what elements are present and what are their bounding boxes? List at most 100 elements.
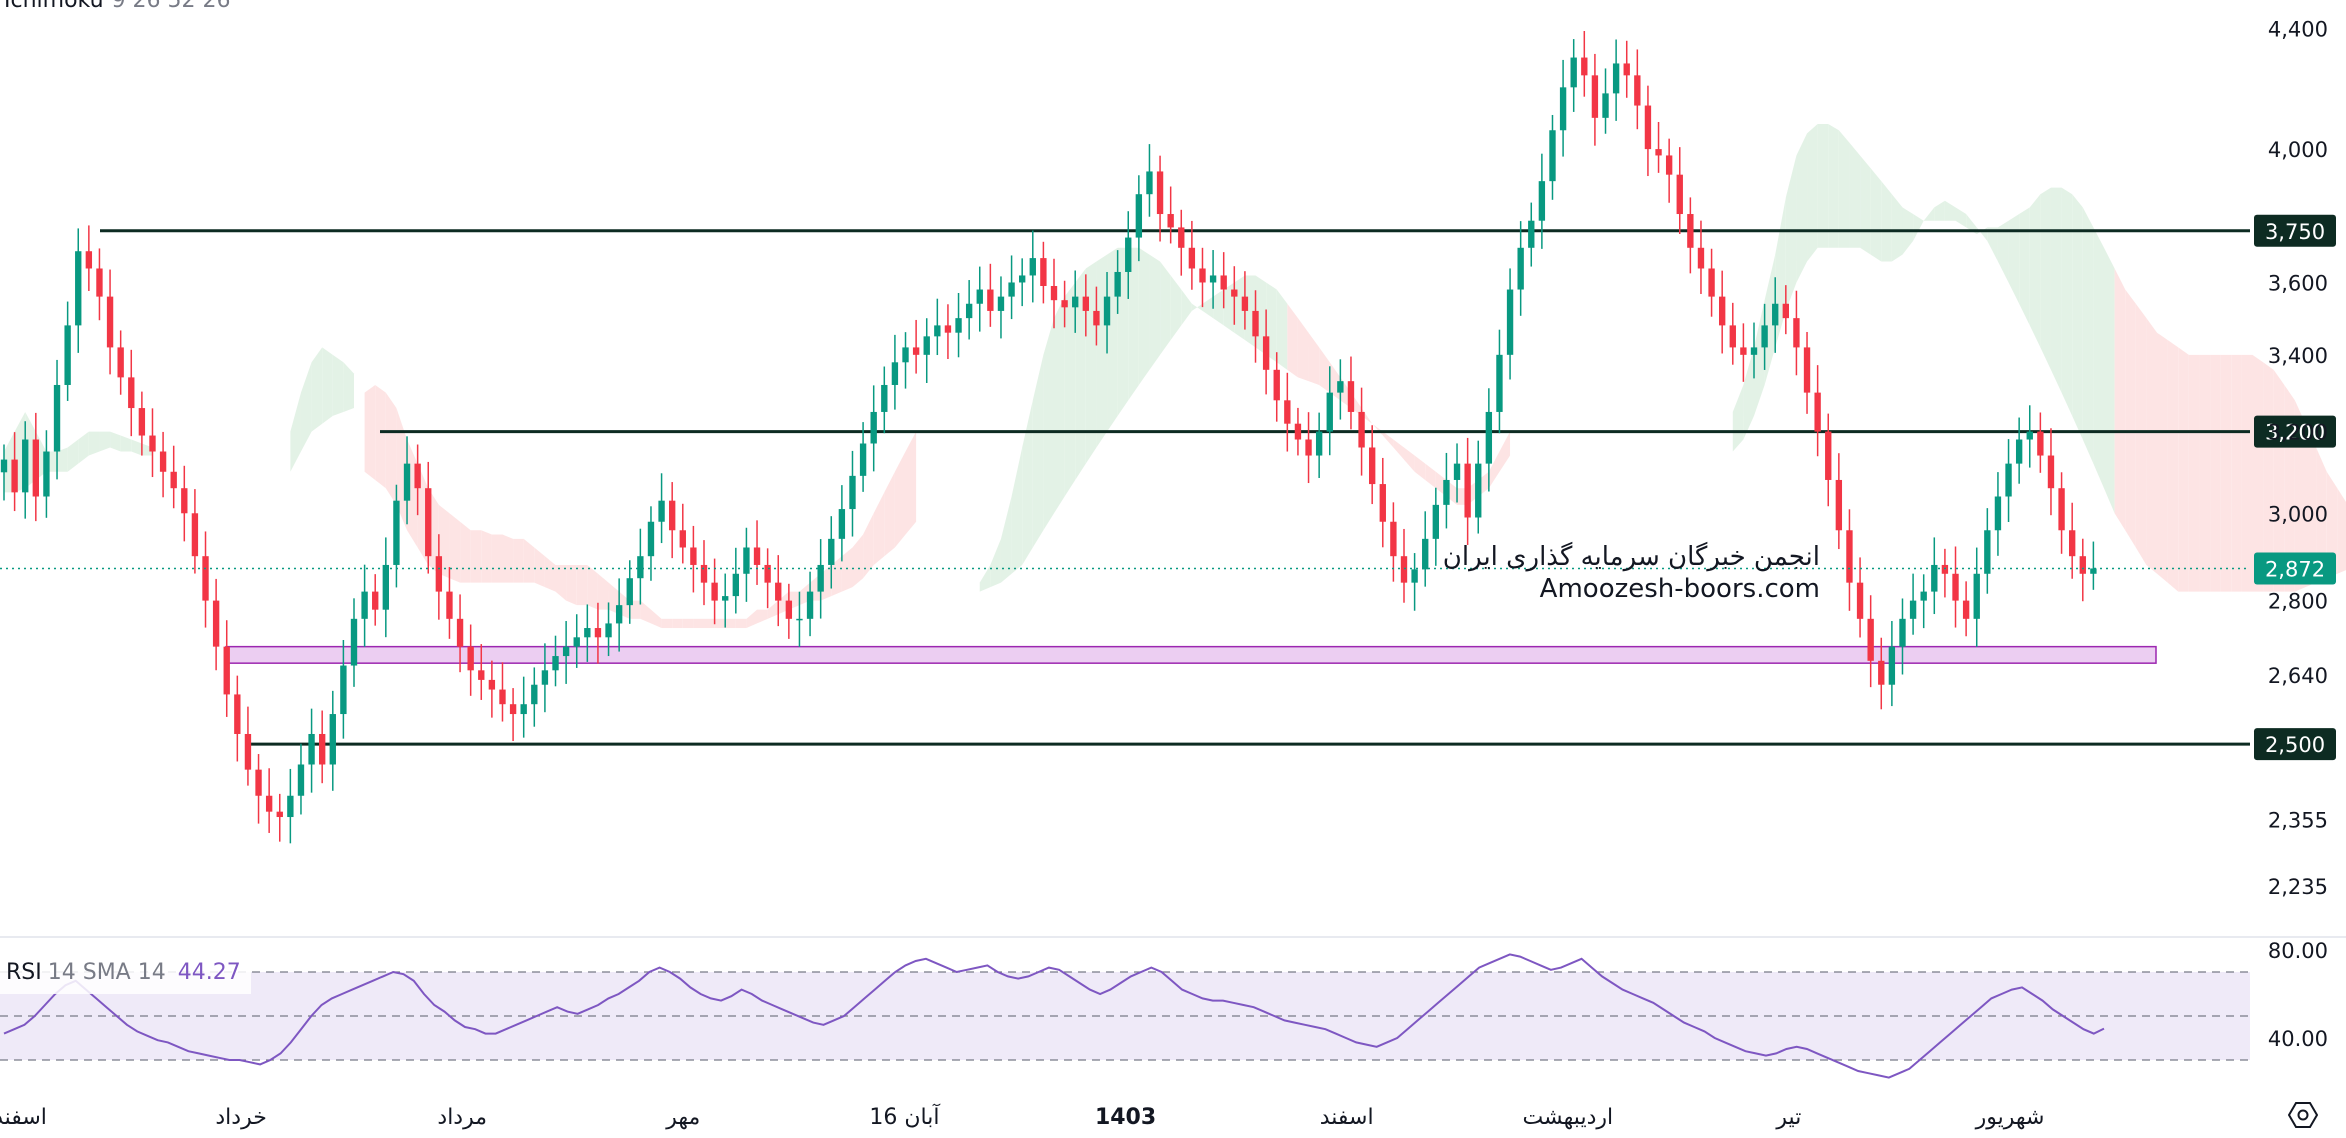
cloud-segment xyxy=(1913,214,1924,241)
watermark-persian: انجمن خبرگان سرمایه گذاری ایران xyxy=(1442,542,1820,572)
candle-body xyxy=(1093,310,1100,326)
candle-body xyxy=(923,336,930,355)
time-tick-label: اردیبهشت xyxy=(1522,1105,1613,1130)
rsi-line xyxy=(3,953,2105,1079)
cloud-segment xyxy=(1149,254,1161,370)
cloud-segment xyxy=(513,538,524,583)
cloud-segment xyxy=(1425,463,1436,489)
time-tick-label: مرداد xyxy=(437,1105,487,1130)
candle-body xyxy=(1814,392,1821,432)
price-tick-label: 4,400 xyxy=(2268,17,2328,41)
cloud-segment xyxy=(470,530,482,583)
cloud-segment xyxy=(1966,214,1977,235)
cloud-segment xyxy=(2167,340,2179,592)
candle-body xyxy=(1772,303,1779,326)
price-axis[interactable]: 4,400 4,000 3,600 3,400 3,200 3,000 2,800 2,640… xyxy=(0,17,2346,938)
level-lines[interactable]: 3,750 3,200 2,500 xyxy=(100,214,2336,761)
candle-body xyxy=(1072,296,1079,308)
cloud-segment xyxy=(566,564,577,606)
rsi-pane[interactable]: 80.00 40.00 xyxy=(0,939,2328,1079)
ichimoku-legend[interactable]: Ichimoku 9 26 52 26 xyxy=(4,0,231,13)
cloud-segment xyxy=(343,362,354,412)
candle-body xyxy=(1825,431,1832,480)
level-badge xyxy=(2254,728,2336,761)
candle-body xyxy=(1655,149,1662,156)
cloud-segment xyxy=(672,618,683,629)
cloud-segment xyxy=(629,600,641,619)
candle-body xyxy=(647,521,655,557)
cloud-segment xyxy=(2029,194,2041,348)
cloud-segment xyxy=(1796,133,1808,283)
candle-body xyxy=(1517,247,1524,290)
cloud-segment xyxy=(1308,332,1320,385)
cloud-segment xyxy=(693,618,704,629)
candle-body xyxy=(1782,303,1789,319)
candle-body xyxy=(594,628,602,638)
ichimoku-legend-name: Ichimoku xyxy=(4,0,104,13)
cloud-segment xyxy=(1764,254,1776,385)
candle-body xyxy=(1315,431,1323,456)
candle-body xyxy=(350,618,358,666)
current-price-label: 2,872 xyxy=(2265,557,2325,581)
candle-body xyxy=(753,547,761,565)
candle-body xyxy=(499,689,506,705)
cloud-segment xyxy=(1828,124,1839,248)
rsi-legend[interactable]: RSI 14 SMA 14 44.27 xyxy=(0,952,251,994)
candle-body xyxy=(1400,556,1408,583)
candle-body xyxy=(552,656,559,671)
candle-body xyxy=(287,795,294,818)
cloud-segment xyxy=(1064,282,1076,497)
candle-body xyxy=(329,714,336,765)
price-tick-label: 3,000 xyxy=(2268,502,2328,526)
cloud-segment xyxy=(1276,289,1288,370)
cloud-segment xyxy=(375,384,386,489)
candle-body xyxy=(743,547,750,574)
cloud-segment xyxy=(1022,400,1033,565)
candle-body xyxy=(244,733,252,770)
hexagon-settings-icon[interactable] xyxy=(2288,1100,2318,1130)
candle-body xyxy=(987,289,994,311)
candle-body xyxy=(573,637,580,647)
support-zone-rect[interactable] xyxy=(225,645,2157,664)
cloud-segment xyxy=(110,431,121,452)
cloud-segment xyxy=(2061,187,2073,416)
candle-body xyxy=(75,251,82,326)
candle-body xyxy=(1803,347,1811,393)
candle-body xyxy=(1602,93,1609,118)
candle-body xyxy=(1241,296,1249,311)
cloud-segment xyxy=(2146,318,2158,574)
time-axis[interactable]: اسفند خرداد مرداد مهر 16 آبان 1403 اسفند اردیبه… xyxy=(0,1103,2044,1130)
cloud-segment xyxy=(714,618,726,629)
candle-body xyxy=(223,646,230,695)
candle-body xyxy=(1623,63,1630,76)
candle-body xyxy=(1443,479,1450,505)
cloud-segment xyxy=(1499,431,1511,472)
candle-body xyxy=(1475,463,1482,518)
cloud-segment xyxy=(2316,447,2327,583)
candle-body xyxy=(891,362,899,385)
cloud-segment xyxy=(1160,261,1171,355)
candle-body xyxy=(796,618,803,621)
candle-body xyxy=(382,564,389,610)
candle-body xyxy=(1697,247,1705,269)
cloud-segment xyxy=(1923,207,1935,221)
candle-body xyxy=(1167,214,1174,228)
candle-body xyxy=(276,811,283,818)
candle-body xyxy=(626,578,633,606)
candle-body xyxy=(1909,600,1917,619)
price-tick-label: 2,235 xyxy=(2268,875,2328,899)
cloud-segment xyxy=(831,556,842,597)
candle-body xyxy=(1453,463,1461,480)
cloud-segment xyxy=(2008,214,2020,304)
price-tick-label: 4,000 xyxy=(2268,138,2328,162)
cloud-segment xyxy=(2125,289,2136,548)
candle-body xyxy=(212,600,220,647)
cloud-segment xyxy=(2252,354,2264,592)
candle-body xyxy=(1464,463,1471,518)
level-badge-label: 3,750 xyxy=(2265,220,2325,244)
candle-body xyxy=(1581,57,1588,76)
cloud-segment xyxy=(1870,168,1882,262)
cloud-segment xyxy=(481,530,492,583)
